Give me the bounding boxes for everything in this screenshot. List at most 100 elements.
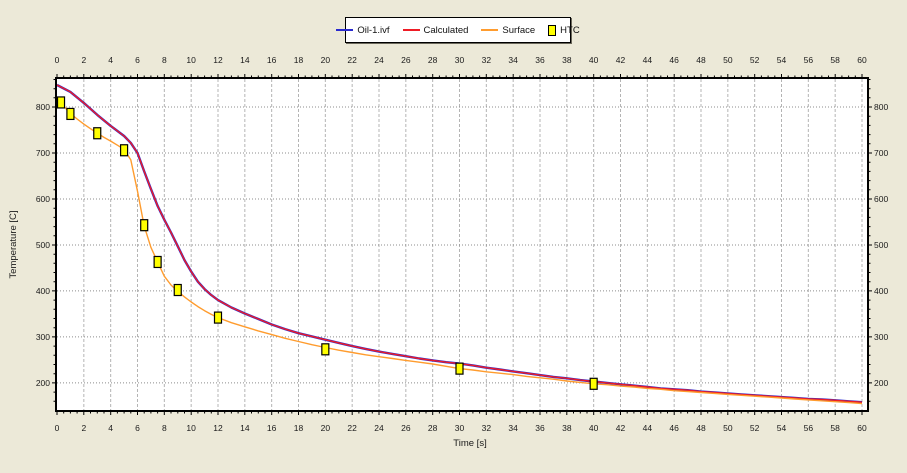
svg-text:24: 24 [374,423,384,433]
svg-text:16: 16 [267,423,277,433]
svg-text:2: 2 [81,55,86,65]
svg-text:400: 400 [36,286,50,296]
line-sample-icon [336,29,354,31]
svg-text:46: 46 [669,55,679,65]
htc-marker [56,96,66,109]
svg-text:22: 22 [347,423,357,433]
svg-text:32: 32 [482,423,492,433]
curve-surface [56,96,863,405]
legend-item-htc: HTC [548,24,580,36]
svg-text:24: 24 [374,55,384,65]
svg-text:18: 18 [294,55,304,65]
gridlines [57,79,867,410]
svg-text:300: 300 [36,332,50,342]
x-axis-title: Time [s] [453,438,486,449]
svg-text:60: 60 [857,423,867,433]
svg-text:0: 0 [55,423,60,433]
svg-text:8: 8 [162,55,167,65]
htc-marker [213,311,223,324]
htc-marker [455,362,464,375]
svg-text:36: 36 [535,55,545,65]
svg-text:200: 200 [874,378,888,388]
svg-text:54: 54 [777,423,787,433]
svg-text:500: 500 [36,240,50,250]
legend-item-oil-1: Oil-1.ivf [336,24,390,36]
svg-text:52: 52 [750,55,760,65]
chart-legend: Oil-1.ivf Calculated Surface HTC [336,17,580,43]
svg-text:36: 36 [535,423,545,433]
svg-text:58: 58 [830,55,840,65]
svg-text:12: 12 [213,423,223,433]
svg-text:40: 40 [589,423,599,433]
svg-text:4: 4 [108,423,113,433]
svg-text:30: 30 [455,423,465,433]
curve-calculated [56,84,863,403]
axis-ticks [52,74,872,415]
svg-text:26: 26 [401,423,411,433]
svg-text:700: 700 [36,148,50,158]
htc-marker [321,343,330,356]
svg-text:44: 44 [643,55,653,65]
svg-text:30: 30 [455,55,465,65]
htc-marker [589,377,598,390]
svg-text:60: 60 [857,55,867,65]
y-tick-labels: 200 200 300 300 400 400 500 500 600 600 700 700 800 8… [36,102,889,388]
svg-text:700: 700 [874,148,888,158]
htc-marker [140,219,149,232]
svg-text:38: 38 [562,55,572,65]
y-axis-title: Temperature [C] [8,210,19,278]
svg-text:10: 10 [186,423,196,433]
svg-text:600: 600 [36,194,50,204]
svg-text:28: 28 [428,423,438,433]
svg-text:38: 38 [562,423,572,433]
svg-text:34: 34 [508,423,518,433]
svg-text:50: 50 [723,55,733,65]
svg-text:50: 50 [723,423,733,433]
series-curves [56,83,863,405]
svg-text:56: 56 [804,423,814,433]
svg-text:0: 0 [55,55,60,65]
svg-text:800: 800 [874,102,888,112]
htc-marker [119,144,129,157]
svg-text:6: 6 [135,423,140,433]
svg-text:20: 20 [321,423,331,433]
svg-text:14: 14 [240,55,250,65]
line-sample-icon [481,29,499,31]
legend-item-calculated: Calculated [402,24,469,36]
htc-marker [153,255,162,269]
square-sample-icon [548,24,557,36]
legend-label: HTC [560,24,580,36]
htc-marker [66,107,75,121]
svg-text:800: 800 [36,102,50,112]
svg-text:56: 56 [804,55,814,65]
svg-text:42: 42 [616,55,626,65]
svg-text:34: 34 [508,55,518,65]
svg-text:48: 48 [696,55,706,65]
svg-text:52: 52 [750,423,760,433]
legend-label: Oil-1.ivf [357,24,390,36]
svg-text:200: 200 [36,378,50,388]
x-tick-labels: 0022446688101012121414161618182020222224… [55,55,867,433]
svg-text:44: 44 [643,423,653,433]
htc-marker [93,127,102,140]
svg-text:400: 400 [874,286,888,296]
svg-text:48: 48 [696,423,706,433]
svg-text:300: 300 [874,332,888,342]
svg-text:42: 42 [616,423,626,433]
svg-text:40: 40 [589,55,599,65]
htc-markers [56,96,598,390]
svg-text:14: 14 [240,423,250,433]
svg-text:54: 54 [777,55,787,65]
line-sample-icon [402,29,420,31]
legend-label: Surface [502,24,536,36]
svg-text:12: 12 [213,55,223,65]
svg-text:32: 32 [482,55,492,65]
svg-text:46: 46 [669,423,679,433]
svg-text:4: 4 [108,55,113,65]
svg-text:22: 22 [347,55,357,65]
svg-text:6: 6 [135,55,140,65]
legend-item-surface: Surface [481,25,535,36]
legend-label: Calculated [423,24,469,36]
svg-text:18: 18 [294,423,304,433]
